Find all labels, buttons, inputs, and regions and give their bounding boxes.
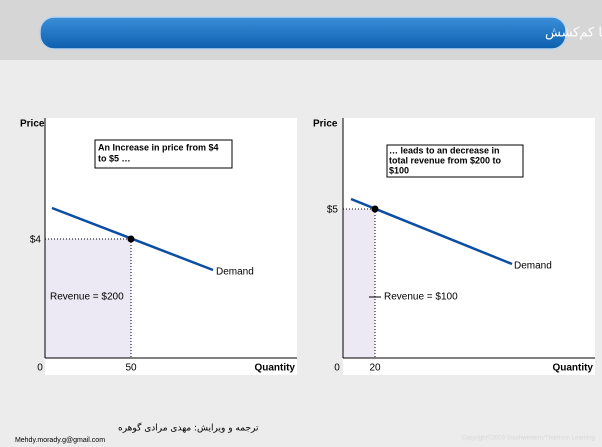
title: شکل ۴: چگونه با تغییر قیمت درآمد کل تغیی… bbox=[545, 24, 602, 41]
annotation: An Increase in price from $4 bbox=[98, 142, 219, 152]
y-tick-label: $4 bbox=[30, 235, 42, 246]
annotation-box bbox=[386, 144, 524, 178]
panel-left: Price Quantity 0 50 $4 Demand Revenue = … bbox=[20, 118, 297, 375]
origin: 0 bbox=[334, 363, 340, 374]
annotation: to $5 … bbox=[98, 153, 131, 163]
curve-label: Demand bbox=[216, 267, 254, 278]
annotation-box bbox=[94, 139, 233, 169]
annotation: $100 bbox=[389, 165, 409, 175]
title-banner bbox=[39, 16, 567, 50]
origin: 0 bbox=[37, 363, 43, 374]
email: Mehdy.morady.g@gmail.com bbox=[15, 437, 105, 444]
x-tick-label: 50 bbox=[125, 363, 137, 374]
y-label: Price bbox=[313, 119, 338, 130]
revenue-area bbox=[343, 209, 375, 358]
panel-right: Price Quantity 0 20 $5 Demand Revenue = … bbox=[313, 118, 595, 375]
point bbox=[371, 205, 379, 213]
revenue-label: Revenue = $200 bbox=[50, 292, 124, 303]
credit: ترجمه و ویرایش: مهدی مرادی گوهره bbox=[118, 422, 259, 434]
y-tick-label: $5 bbox=[327, 205, 339, 216]
revenue-area bbox=[45, 239, 131, 358]
x-tick-label: 20 bbox=[369, 363, 381, 374]
curve-label: Demand bbox=[514, 261, 552, 272]
annotation: … leads to an decrease in bbox=[389, 145, 500, 155]
revenue-label: Revenue = $100 bbox=[384, 292, 458, 303]
point bbox=[127, 235, 135, 243]
y-label: Price bbox=[20, 119, 45, 130]
x-label: Quantity bbox=[254, 363, 295, 374]
copyright: Copyright©2003 Southwestern/Thomson Lear… bbox=[462, 435, 596, 442]
x-label: Quantity bbox=[552, 363, 593, 374]
annotation: total revenue from $200 to bbox=[389, 155, 502, 165]
